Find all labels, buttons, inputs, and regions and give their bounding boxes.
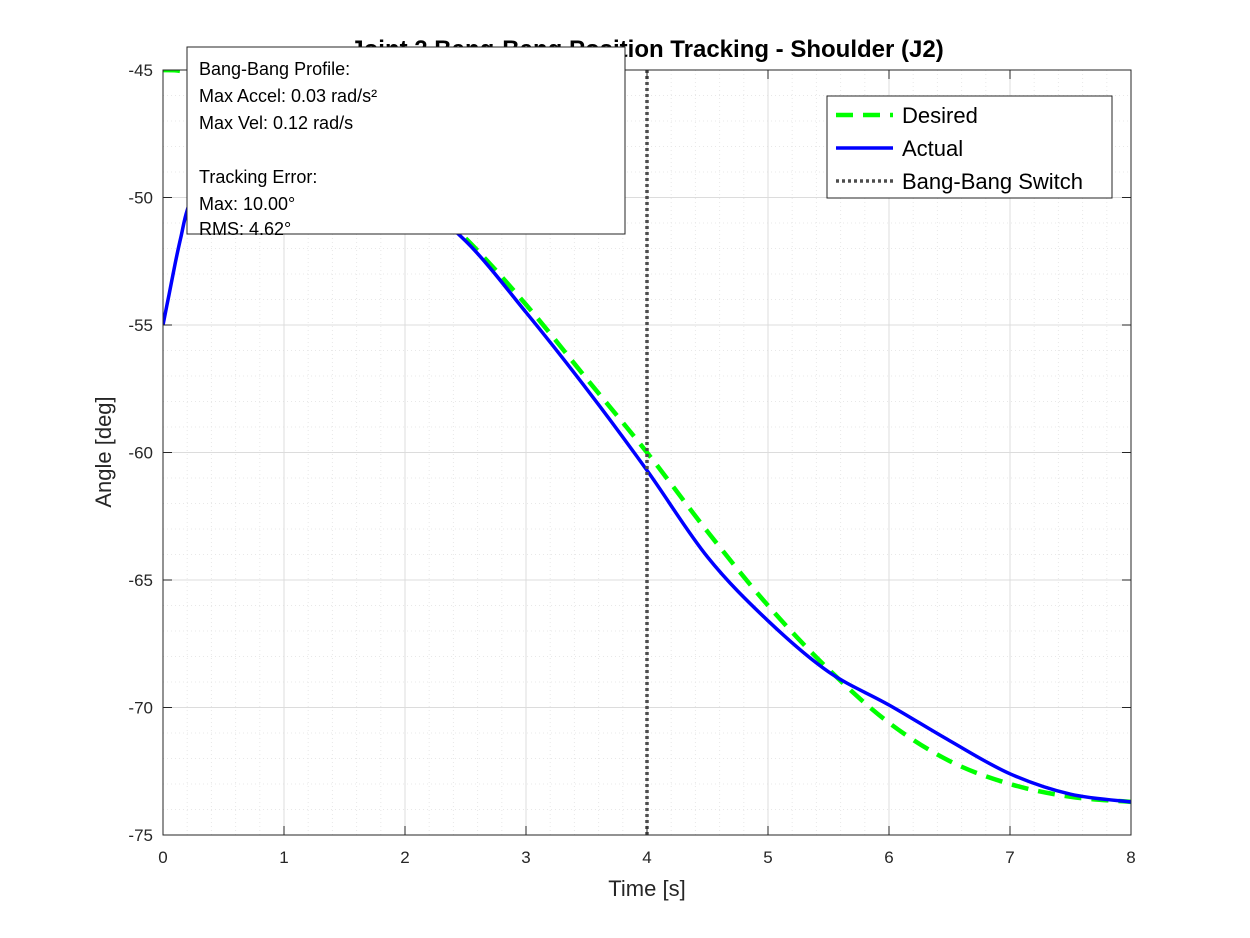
y-axis-label: Angle [deg] xyxy=(91,396,116,507)
series-desired-line xyxy=(163,70,1131,805)
legend-label-switch: Bang-Bang Switch xyxy=(902,169,1083,194)
annotation-line: Max: 10.00° xyxy=(199,194,295,214)
y-tick-label: -45 xyxy=(128,61,153,80)
y-tick-label: -65 xyxy=(128,571,153,590)
y-tick-labels: -75 -70 -65 -60 -55 -50 -45 xyxy=(128,61,153,845)
x-tick-label: 2 xyxy=(400,848,409,867)
x-tick-label: 8 xyxy=(1126,848,1135,867)
annotation-line: Tracking Error: xyxy=(199,167,317,187)
annotation-box: Bang-Bang Profile: Max Accel: 0.03 rad/s… xyxy=(186,46,626,239)
annotation-line: Max Vel: 0.12 rad/s xyxy=(199,113,353,133)
x-tick-label: 1 xyxy=(279,848,288,867)
y-tick-label: -60 xyxy=(128,444,153,463)
annotation-box-frame xyxy=(186,46,626,235)
x-tick-label: 4 xyxy=(642,848,651,867)
y-tick-label: -50 xyxy=(128,189,153,208)
y-tick-label: -70 xyxy=(128,699,153,718)
annotation-line: Max Accel: 0.03 rad/s² xyxy=(199,86,377,106)
y-tick-label: -55 xyxy=(128,316,153,335)
x-tick-labels: 0 1 2 3 4 5 6 7 8 xyxy=(158,848,1135,867)
legend-label-desired: Desired xyxy=(902,103,978,128)
legend: Desired Actual Bang-Bang Switch xyxy=(826,95,1113,199)
x-tick-label: 7 xyxy=(1005,848,1014,867)
x-tick-label: 5 xyxy=(763,848,772,867)
legend-label-actual: Actual xyxy=(902,136,963,161)
annotation-line: Bang-Bang Profile: xyxy=(199,59,350,79)
x-tick-label: 3 xyxy=(521,848,530,867)
y-tick-label: -75 xyxy=(128,826,153,845)
x-axis-label: Time [s] xyxy=(608,876,685,901)
x-tick-label: 6 xyxy=(884,848,893,867)
annotation-line: RMS: 4.62° xyxy=(199,219,291,239)
x-tick-label: 0 xyxy=(158,848,167,867)
